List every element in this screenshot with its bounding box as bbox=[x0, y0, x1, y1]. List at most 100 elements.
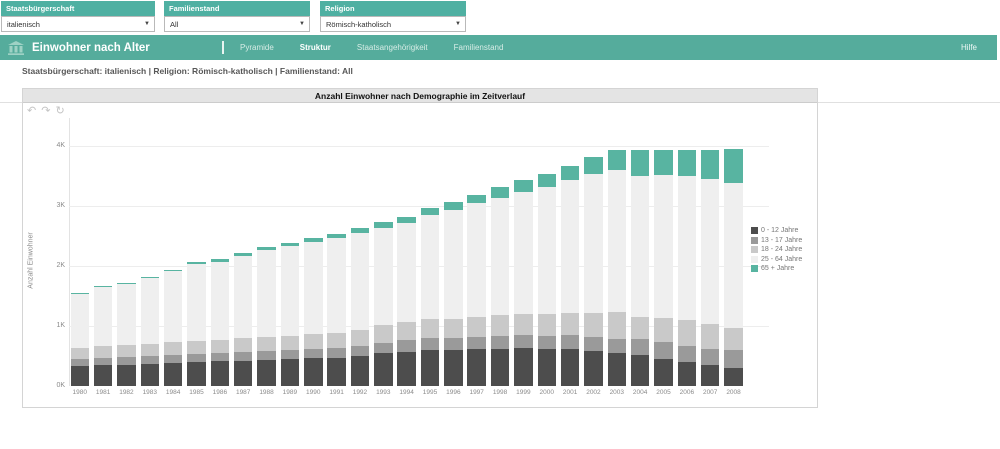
bar-segment[interactable] bbox=[187, 362, 206, 386]
bar-segment[interactable] bbox=[350, 330, 370, 346]
bar-segment[interactable] bbox=[187, 261, 206, 264]
bar-segment[interactable] bbox=[537, 335, 556, 350]
bar-segment[interactable] bbox=[560, 313, 580, 335]
bar-segment[interactable] bbox=[654, 149, 673, 176]
bar-segment[interactable] bbox=[304, 334, 323, 349]
bar-segment[interactable] bbox=[700, 323, 720, 350]
bar-segment[interactable] bbox=[140, 276, 160, 279]
bar-segment[interactable] bbox=[490, 335, 510, 349]
bar-segment[interactable] bbox=[93, 287, 113, 347]
bar-segment[interactable] bbox=[70, 359, 89, 367]
bar-1994[interactable] bbox=[397, 216, 416, 386]
bar-segment[interactable] bbox=[444, 338, 463, 351]
bar-1986[interactable] bbox=[210, 259, 230, 386]
bar-2006[interactable] bbox=[677, 149, 697, 386]
bar-segment[interactable] bbox=[607, 150, 627, 171]
bar-segment[interactable] bbox=[257, 250, 276, 337]
bar-segment[interactable] bbox=[607, 170, 627, 312]
bar-segment[interactable] bbox=[490, 348, 510, 386]
bar-segment[interactable] bbox=[537, 349, 556, 386]
tab-pyramide[interactable]: Pyramide bbox=[240, 43, 274, 52]
bar-segment[interactable] bbox=[187, 263, 206, 341]
staatsbuergerschaft-select[interactable]: italienisch ▼ bbox=[1, 16, 155, 32]
religion-select[interactable]: Römisch-katholisch ▼ bbox=[320, 16, 466, 32]
legend-item[interactable]: 18 - 24 Jahre bbox=[751, 246, 802, 253]
bar-segment[interactable] bbox=[420, 338, 440, 350]
bar-segment[interactable] bbox=[233, 360, 253, 386]
bar-segment[interactable] bbox=[677, 320, 697, 346]
bar-segment[interactable] bbox=[140, 278, 160, 344]
bar-segment[interactable] bbox=[304, 358, 323, 386]
bar-1999[interactable] bbox=[514, 180, 533, 386]
bar-1990[interactable] bbox=[304, 237, 323, 386]
legend-item[interactable]: 65 + Jahre bbox=[751, 265, 802, 272]
bar-segment[interactable] bbox=[327, 332, 346, 348]
familienstand-select[interactable]: All ▼ bbox=[164, 16, 310, 32]
bar-2003[interactable] bbox=[607, 150, 627, 386]
bar-segment[interactable] bbox=[233, 253, 253, 257]
bar-segment[interactable] bbox=[584, 336, 603, 352]
bar-segment[interactable] bbox=[304, 348, 323, 359]
bar-1983[interactable] bbox=[140, 276, 160, 386]
bar-2007[interactable] bbox=[700, 150, 720, 386]
help-link[interactable]: Hilfe bbox=[960, 43, 977, 52]
bar-segment[interactable] bbox=[724, 149, 743, 183]
bar-segment[interactable] bbox=[514, 180, 533, 192]
bar-segment[interactable] bbox=[327, 234, 346, 239]
bar-segment[interactable] bbox=[467, 203, 486, 317]
bar-segment[interactable] bbox=[490, 315, 510, 336]
bar-segment[interactable] bbox=[140, 343, 160, 357]
bar-segment[interactable] bbox=[187, 353, 206, 362]
tab-staatsangehoerigkeit[interactable]: Staatsangehörigkeit bbox=[356, 43, 428, 52]
bar-segment[interactable] bbox=[280, 349, 300, 359]
bar-segment[interactable] bbox=[444, 318, 463, 339]
bar-segment[interactable] bbox=[420, 319, 440, 339]
bar-segment[interactable] bbox=[93, 357, 113, 366]
bar-2002[interactable] bbox=[584, 156, 603, 386]
bar-segment[interactable] bbox=[233, 351, 253, 361]
bar-1987[interactable] bbox=[233, 253, 253, 386]
bar-segment[interactable] bbox=[210, 259, 230, 263]
bar-segment[interactable] bbox=[724, 368, 743, 386]
bar-segment[interactable] bbox=[677, 149, 697, 177]
bar-segment[interactable] bbox=[467, 316, 486, 338]
bar-segment[interactable] bbox=[607, 338, 627, 353]
bar-segment[interactable] bbox=[350, 228, 370, 234]
bar-segment[interactable] bbox=[467, 349, 486, 386]
bar-segment[interactable] bbox=[70, 366, 89, 386]
bar-segment[interactable] bbox=[467, 337, 486, 350]
tab-familienstand[interactable]: Familienstand bbox=[453, 43, 504, 52]
bar-segment[interactable] bbox=[537, 186, 556, 315]
bar-2001[interactable] bbox=[560, 165, 580, 386]
bar-segment[interactable] bbox=[397, 222, 416, 322]
bar-segment[interactable] bbox=[117, 357, 136, 365]
bar-segment[interactable] bbox=[630, 355, 650, 386]
bar-segment[interactable] bbox=[280, 246, 300, 336]
bar-segment[interactable] bbox=[654, 175, 673, 318]
bar-segment[interactable] bbox=[560, 334, 580, 350]
bar-segment[interactable] bbox=[280, 359, 300, 386]
bar-segment[interactable] bbox=[257, 336, 276, 351]
bar-segment[interactable] bbox=[700, 349, 720, 365]
bar-1984[interactable] bbox=[163, 269, 183, 386]
bar-segment[interactable] bbox=[490, 187, 510, 198]
bar-segment[interactable] bbox=[280, 335, 300, 350]
bar-segment[interactable] bbox=[117, 364, 136, 386]
bar-segment[interactable] bbox=[630, 176, 650, 317]
bar-segment[interactable] bbox=[304, 241, 323, 335]
bar-segment[interactable] bbox=[724, 182, 743, 328]
bar-segment[interactable] bbox=[210, 353, 230, 362]
bar-segment[interactable] bbox=[700, 365, 720, 386]
bar-segment[interactable] bbox=[677, 345, 697, 362]
bar-segment[interactable] bbox=[560, 180, 580, 314]
bar-segment[interactable] bbox=[607, 311, 627, 339]
bar-segment[interactable] bbox=[163, 269, 183, 272]
bar-segment[interactable] bbox=[654, 317, 673, 342]
bar-segment[interactable] bbox=[280, 242, 300, 247]
bar-segment[interactable] bbox=[490, 197, 510, 316]
bar-segment[interactable] bbox=[374, 227, 393, 325]
bar-segment[interactable] bbox=[304, 237, 323, 242]
bar-segment[interactable] bbox=[467, 194, 486, 204]
bar-2005[interactable] bbox=[654, 149, 673, 386]
bar-1980[interactable] bbox=[70, 293, 89, 386]
